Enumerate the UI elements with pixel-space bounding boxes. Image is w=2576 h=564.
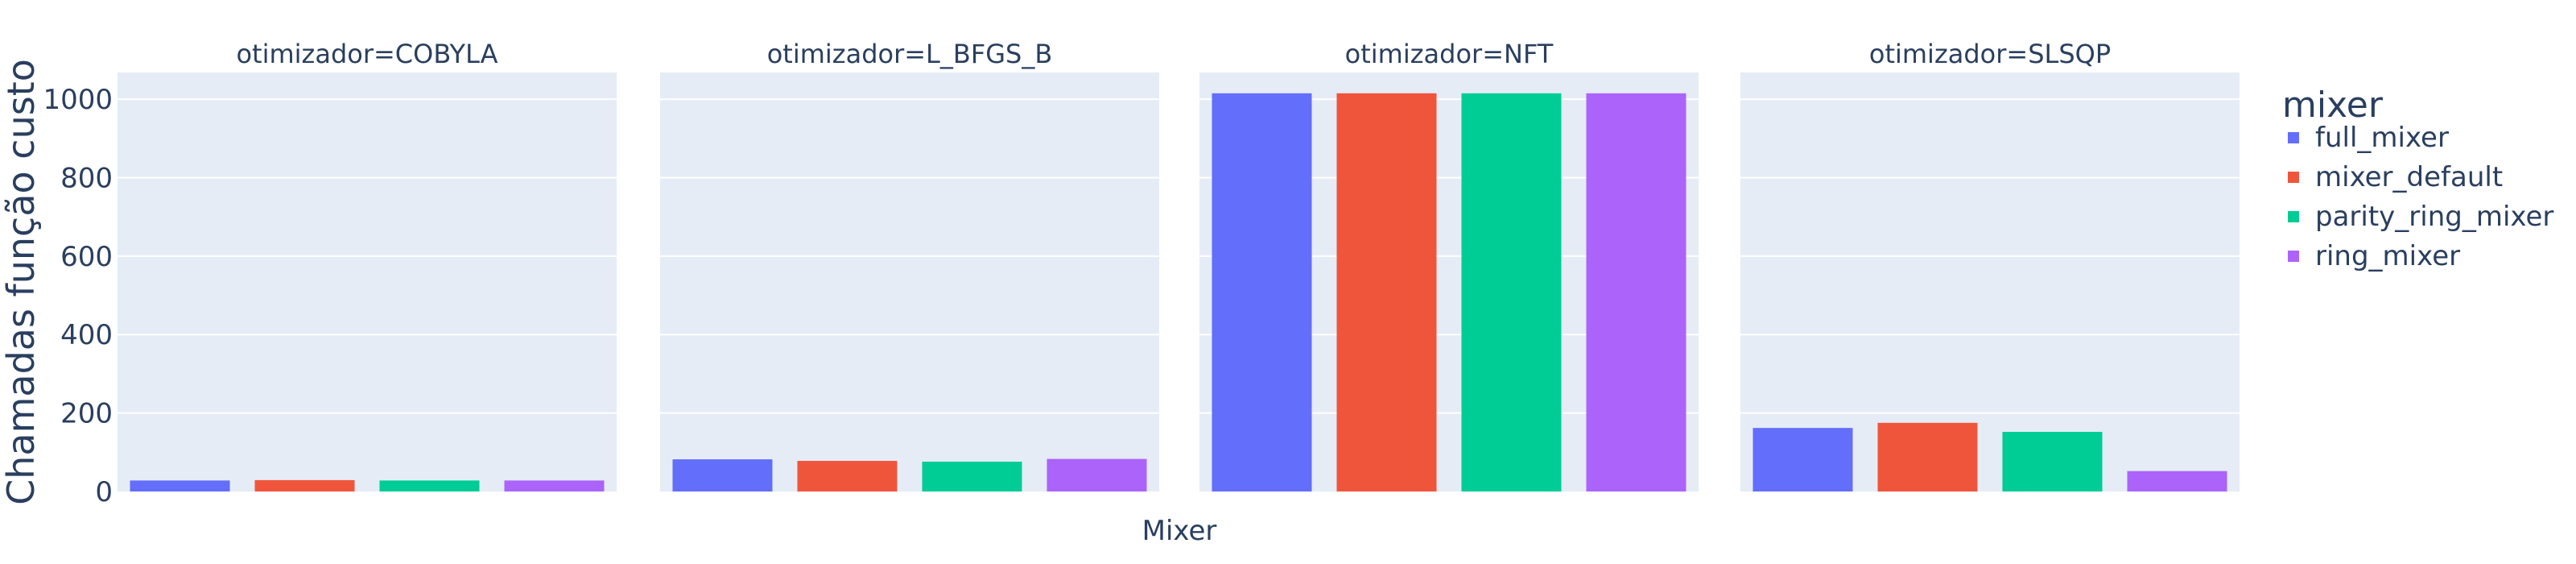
bar-cobyla-parity_ring_mixer — [379, 480, 480, 491]
bar-slsqp-ring_mixer — [2127, 471, 2227, 491]
y-tick-label: 1000 — [43, 84, 113, 116]
legend-swatch-parity_ring_mixer — [2288, 211, 2299, 222]
y-tick-label: 400 — [60, 319, 113, 351]
y-axis: 0 200 400 600 800 1000 — [43, 84, 113, 508]
bar-cobyla-mixer_default — [254, 479, 355, 491]
legend: mixer full_mixer mixer_default parity_ring… — [2282, 85, 2553, 272]
bar-l_bfgs_b-mixer_default — [797, 461, 898, 491]
bar-slsqp-parity_ring_mixer — [2002, 431, 2103, 491]
legend-label-full_mixer: full_mixer — [2315, 122, 2449, 154]
legend-label-parity_ring_mixer: parity_ring_mixer — [2315, 201, 2553, 233]
facet-panel-cobyla: otimizador=COBYLA — [118, 39, 617, 491]
legend-title: mixer — [2282, 85, 2384, 126]
facet-title: otimizador=L_BFGS_B — [767, 39, 1053, 69]
facet-title: otimizador=NFT — [1345, 39, 1554, 69]
facet-panel-l_bfgs_b: otimizador=L_BFGS_B — [660, 39, 1159, 491]
bar-l_bfgs_b-parity_ring_mixer — [922, 461, 1022, 491]
bar-nft-full_mixer — [1212, 93, 1312, 492]
facet-title: otimizador=SLSQP — [1869, 39, 2111, 69]
legend-swatch-mixer_default — [2288, 172, 2299, 183]
legend-swatch-ring_mixer — [2288, 251, 2299, 262]
plot-background — [118, 73, 617, 491]
plot-background — [660, 73, 1159, 491]
bar-l_bfgs_b-ring_mixer — [1046, 458, 1147, 491]
y-axis-title: Chamadas função custo — [0, 59, 43, 505]
facet-panel-slsqp: otimizador=SLSQP — [1740, 39, 2240, 491]
bar-l_bfgs_b-full_mixer — [672, 459, 773, 491]
bar-slsqp-full_mixer — [1752, 428, 1853, 491]
legend-items: full_mixer mixer_default parity_ring_mixer… — [2288, 122, 2553, 272]
facet-panel-nft: otimizador=NFT — [1199, 39, 1699, 492]
facets: otimizador=COBYLA otimizador=L_BFGS_B otim… — [118, 39, 2240, 492]
y-tick-label: 800 — [60, 162, 113, 194]
plot-background — [1740, 73, 2240, 491]
bar-cobyla-full_mixer — [130, 480, 230, 491]
facet-title: otimizador=COBYLA — [236, 39, 497, 69]
legend-label-ring_mixer: ring_mixer — [2315, 240, 2460, 272]
y-tick-label: 200 — [60, 398, 113, 430]
y-tick-label: 600 — [60, 241, 113, 273]
y-tick-label: 0 — [95, 476, 113, 508]
x-axis-title: Mixer — [1142, 515, 1217, 547]
bar-cobyla-ring_mixer — [504, 480, 605, 491]
bar-nft-parity_ring_mixer — [1461, 93, 1562, 492]
bar-nft-ring_mixer — [1586, 93, 1686, 492]
bar-nft-mixer_default — [1336, 93, 1437, 492]
legend-swatch-full_mixer — [2288, 132, 2299, 143]
bar-slsqp-mixer_default — [1877, 422, 1978, 491]
legend-label-mixer_default: mixer_default — [2315, 161, 2503, 193]
